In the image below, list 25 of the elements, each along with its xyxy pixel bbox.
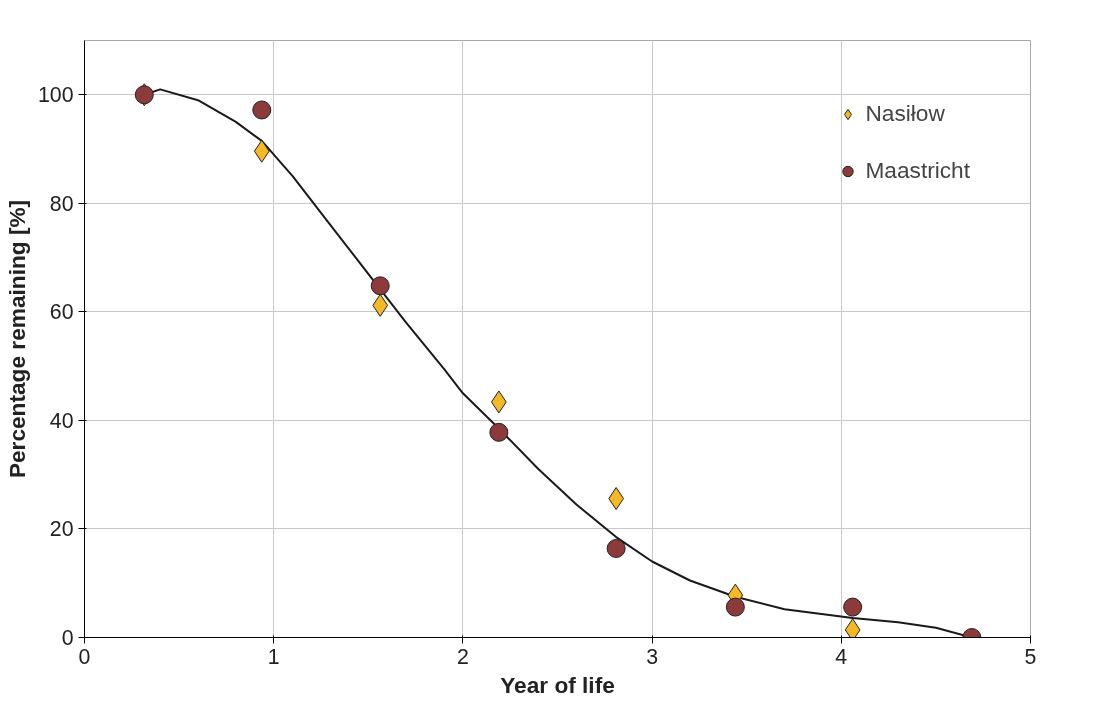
x-axis-title: Year of life [500, 671, 615, 698]
y-tick-label: 60 [49, 300, 74, 325]
y-tick-label: 100 [37, 83, 74, 108]
x-tick-label: 5 [1024, 644, 1037, 669]
y-tick-label: 80 [49, 191, 74, 216]
x-tick-label: 0 [78, 644, 91, 669]
y-tick-label: 0 [61, 626, 74, 650]
x-tick-label: 3 [646, 644, 659, 669]
point [606, 539, 626, 558]
y-tick-label: 20 [49, 517, 74, 542]
y-axis-title: Percentage remaining [%] [3, 199, 30, 479]
point [372, 293, 389, 317]
point [370, 276, 390, 296]
y-tick-label: 40 [49, 408, 74, 433]
point [843, 597, 863, 617]
legend-label: Maastricht [865, 157, 970, 184]
x-tick-label: 1 [267, 644, 280, 669]
x-tick-label: 4 [835, 644, 848, 669]
point [252, 100, 272, 120]
x-tick-label: 2 [456, 644, 469, 669]
point [844, 618, 861, 638]
point [725, 597, 745, 617]
point [253, 139, 270, 163]
point [489, 422, 509, 442]
legend-label: Nasiłow [865, 100, 945, 127]
